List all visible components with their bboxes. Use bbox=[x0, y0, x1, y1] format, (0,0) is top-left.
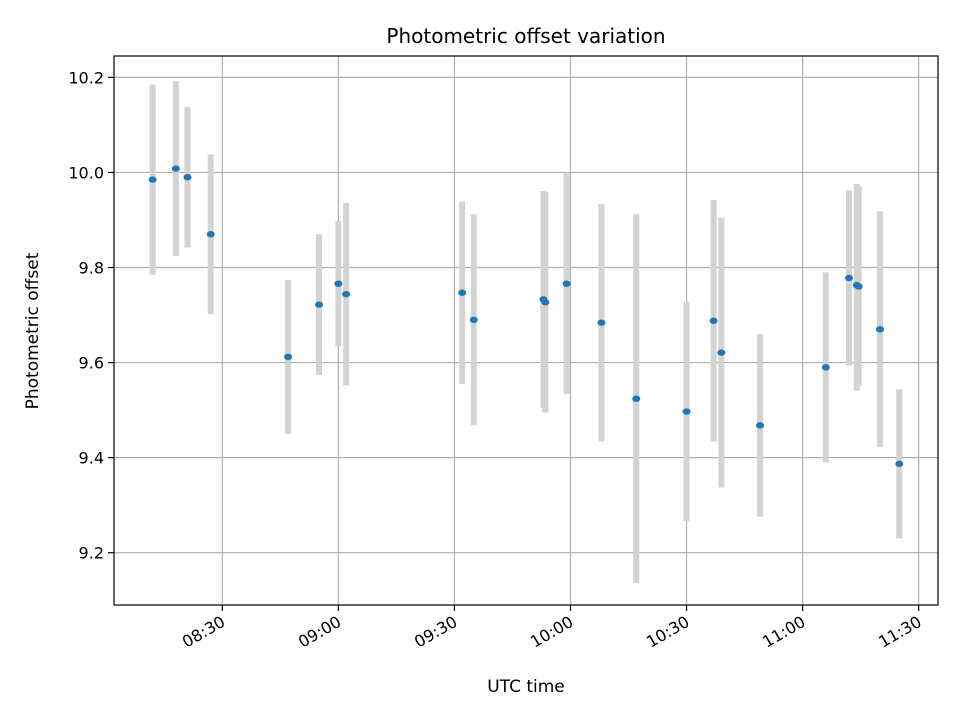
data-point bbox=[682, 408, 691, 415]
plot-frame bbox=[113, 55, 939, 606]
y-tick-label: 10.2 bbox=[68, 68, 104, 87]
data-point bbox=[458, 289, 467, 296]
y-tick-label: 10.0 bbox=[68, 163, 104, 182]
data-point bbox=[895, 460, 904, 468]
chart-title: Photometric offset variation bbox=[386, 24, 665, 48]
y-axis-ticks: 9.2 9.4 9.6 9.8 10.0 10.2 bbox=[68, 68, 114, 563]
data-point bbox=[854, 283, 863, 290]
data-point bbox=[756, 422, 765, 429]
data-point bbox=[717, 349, 726, 356]
data-point bbox=[875, 326, 884, 333]
data-point bbox=[171, 165, 180, 172]
x-axis-label: UTC time bbox=[487, 677, 565, 697]
plot-area-background bbox=[114, 56, 938, 605]
data-point bbox=[541, 299, 550, 306]
y-axis-label: Photometric offset bbox=[23, 252, 43, 409]
data-point bbox=[183, 174, 192, 181]
data-point bbox=[148, 176, 157, 183]
y-tick-label: 9.2 bbox=[79, 544, 104, 563]
data-point bbox=[597, 319, 606, 326]
data-point bbox=[342, 290, 351, 298]
data-point bbox=[284, 353, 293, 361]
data-point bbox=[845, 274, 854, 282]
data-point bbox=[334, 280, 343, 287]
y-tick-label: 9.8 bbox=[79, 259, 104, 278]
data-point bbox=[821, 364, 830, 371]
data-point bbox=[206, 231, 215, 238]
data-point bbox=[315, 301, 324, 308]
data-point bbox=[709, 317, 718, 324]
data-point bbox=[469, 316, 478, 324]
data-points bbox=[148, 165, 904, 468]
data-point bbox=[632, 395, 641, 402]
data-point bbox=[562, 280, 571, 287]
y-tick-label: 9.4 bbox=[79, 449, 104, 468]
y-tick-label: 9.6 bbox=[79, 354, 104, 373]
